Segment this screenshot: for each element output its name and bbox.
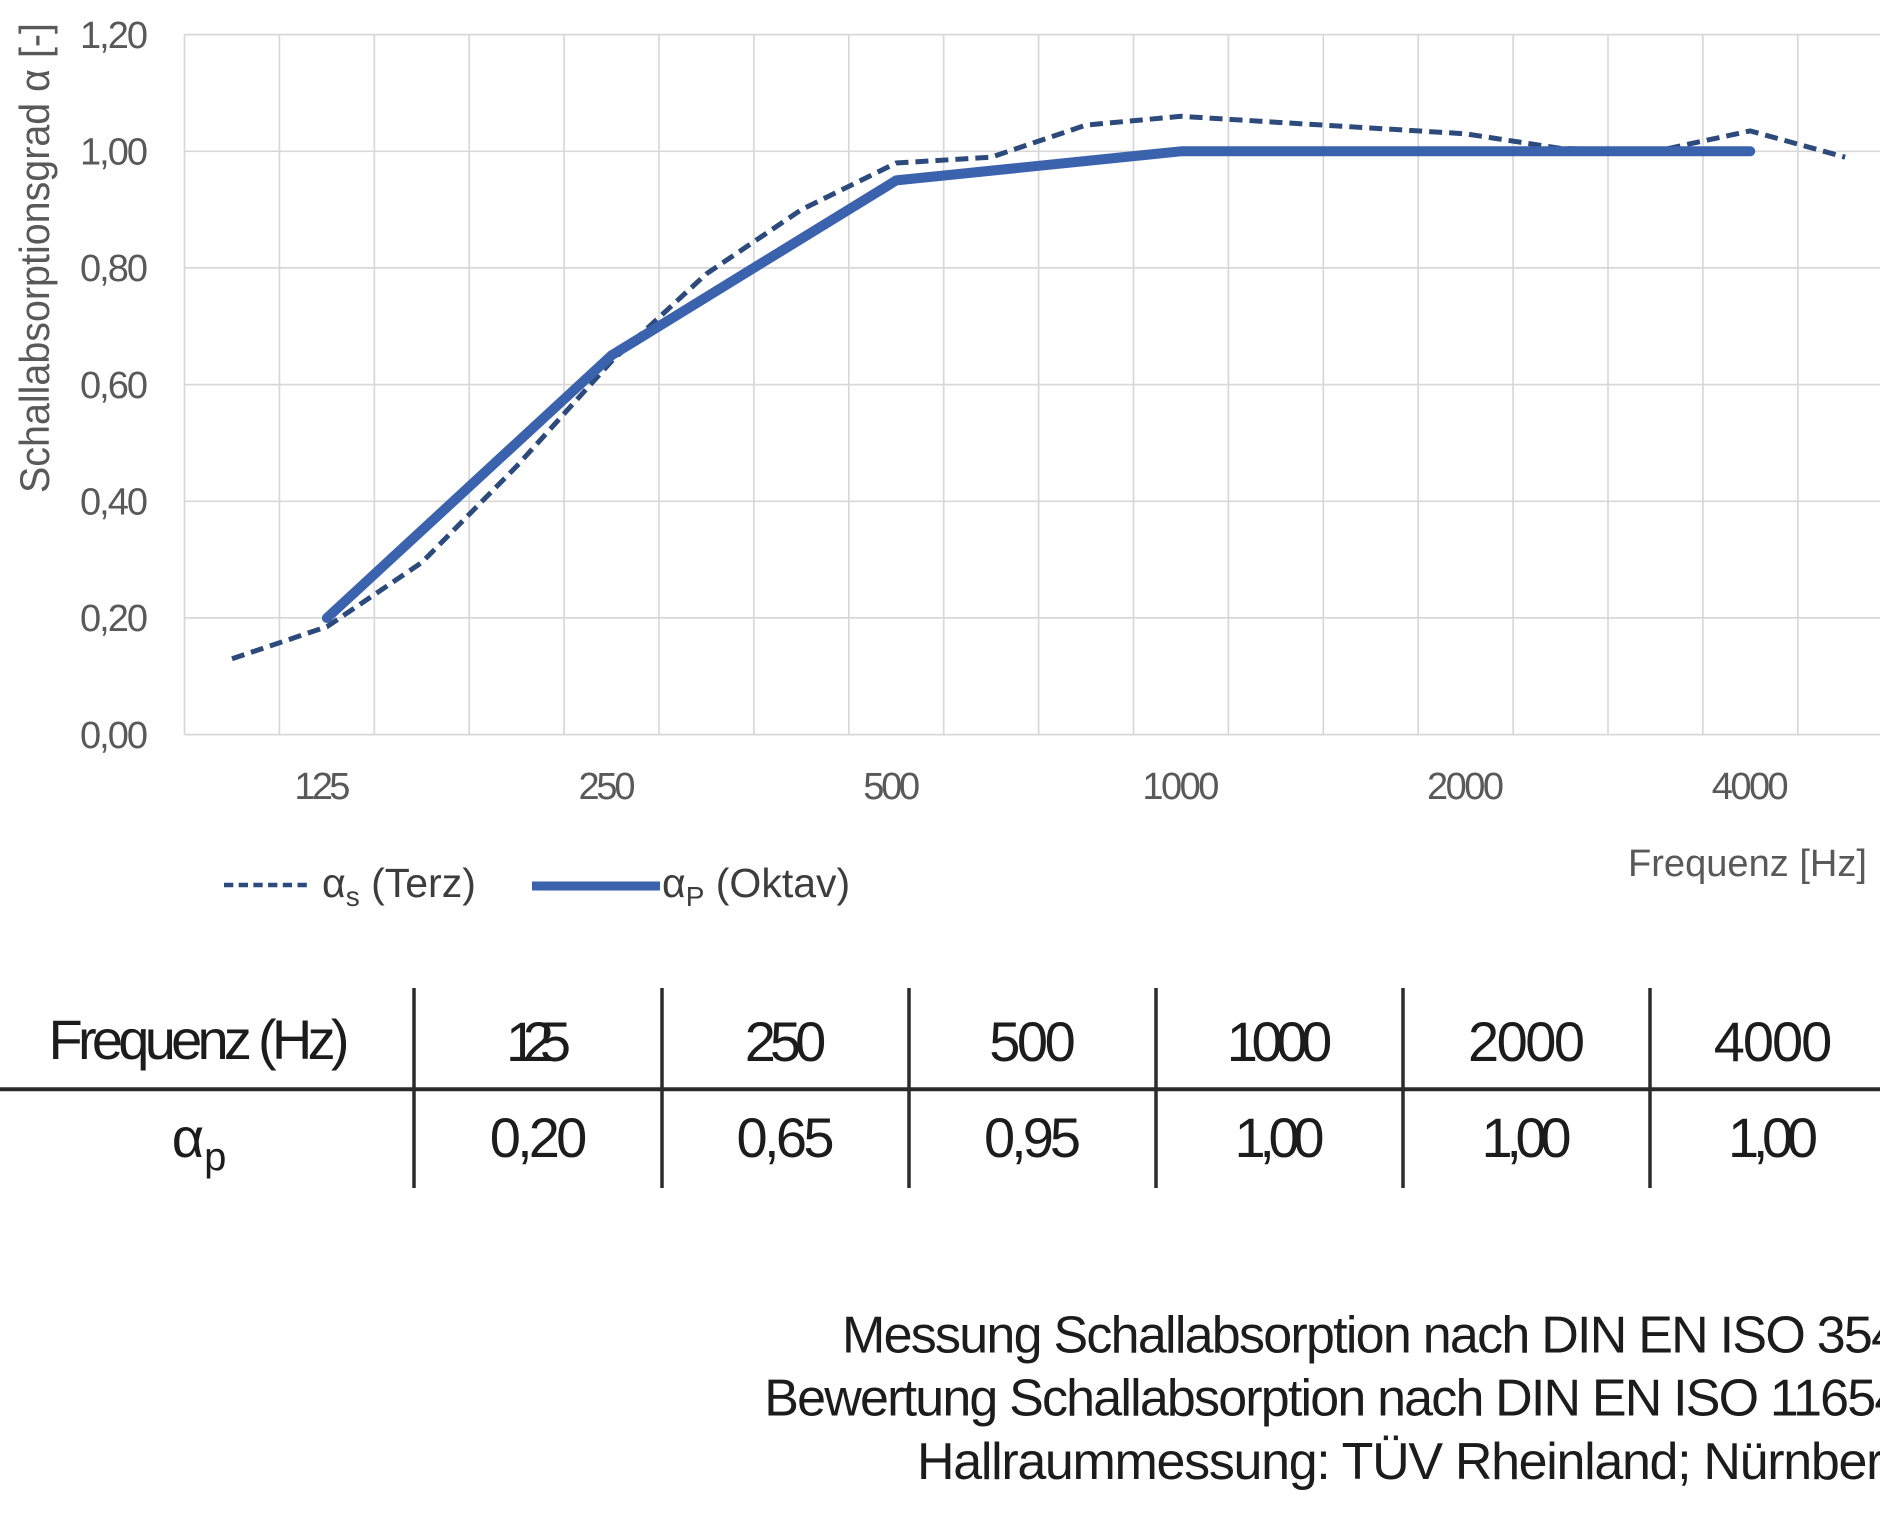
svg-text:125: 125 bbox=[294, 766, 350, 808]
svg-text:2000: 2000 bbox=[1468, 1010, 1585, 1073]
svg-text:0,80: 0,80 bbox=[80, 248, 148, 290]
svg-text:2000: 2000 bbox=[1427, 766, 1504, 808]
svg-text:125: 125 bbox=[506, 1010, 571, 1073]
svg-text:0,60: 0,60 bbox=[80, 365, 148, 407]
svg-text:0,20: 0,20 bbox=[490, 1106, 588, 1169]
svg-text:1000: 1000 bbox=[1142, 766, 1219, 808]
svg-text:Frequenz (Hz): Frequenz (Hz) bbox=[49, 1008, 350, 1071]
svg-text:1000: 1000 bbox=[1227, 1010, 1333, 1073]
svg-text:Bewertung Schallabsorption nac: Bewertung Schallabsorption nach DIN EN I… bbox=[764, 1370, 1880, 1428]
svg-text:1,00: 1,00 bbox=[1728, 1106, 1818, 1169]
svg-text:0,95: 0,95 bbox=[984, 1106, 1081, 1169]
svg-text:1,00: 1,00 bbox=[1482, 1106, 1572, 1169]
svg-text:0,00: 0,00 bbox=[80, 715, 148, 757]
svg-text:αP (Oktav): αP (Oktav) bbox=[662, 860, 850, 912]
svg-text:250: 250 bbox=[579, 766, 636, 808]
svg-text:500: 500 bbox=[863, 766, 920, 808]
svg-text:0,20: 0,20 bbox=[80, 598, 148, 640]
svg-text:1,00: 1,00 bbox=[80, 132, 148, 174]
svg-text:Frequenz [Hz]: Frequenz [Hz] bbox=[1628, 843, 1867, 885]
svg-text:Schallabsorptionsgrad α [-]: Schallabsorptionsgrad α [-] bbox=[11, 23, 58, 493]
svg-text:500: 500 bbox=[989, 1010, 1076, 1073]
svg-text:1,20: 1,20 bbox=[80, 15, 148, 57]
svg-text:0,65: 0,65 bbox=[737, 1106, 835, 1169]
svg-text:αp: αp bbox=[172, 1106, 227, 1179]
svg-text:Messung Schallabsorption nach: Messung Schallabsorption nach DIN EN ISO… bbox=[842, 1307, 1880, 1365]
svg-text:0,40: 0,40 bbox=[80, 482, 148, 524]
svg-text:4000: 4000 bbox=[1714, 1010, 1833, 1073]
svg-text:Hallraummessung: TÜV Rheinland: Hallraummessung: TÜV Rheinland; Nürnberg bbox=[917, 1433, 1880, 1491]
svg-text:αs (Terz): αs (Terz) bbox=[322, 860, 476, 912]
svg-text:250: 250 bbox=[745, 1010, 827, 1073]
svg-text:4000: 4000 bbox=[1712, 766, 1789, 808]
svg-text:1,00: 1,00 bbox=[1235, 1106, 1325, 1169]
